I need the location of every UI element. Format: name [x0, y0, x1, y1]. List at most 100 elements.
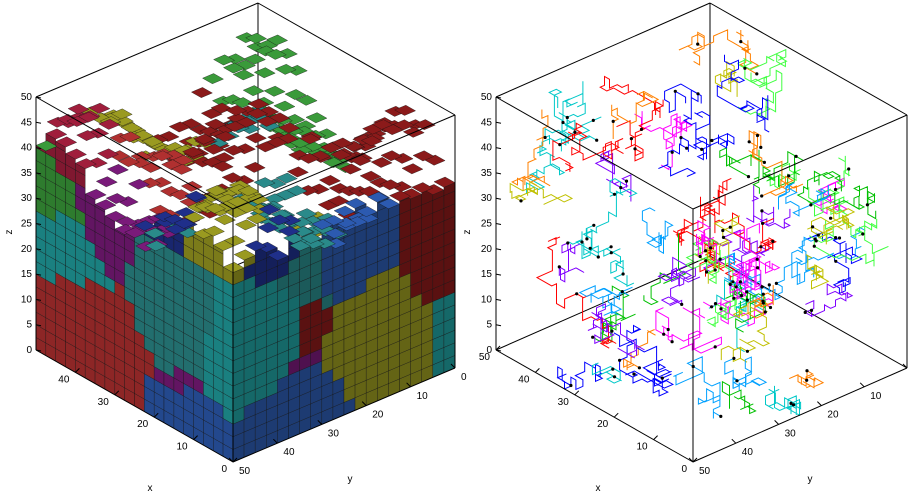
left-x-tick-label: 0	[221, 464, 227, 475]
junction-point	[673, 89, 677, 93]
left-y-tick-mark	[228, 457, 234, 463]
voxel-face	[256, 116, 278, 127]
left-z-tick-mark	[35, 298, 42, 301]
junction-point	[629, 137, 634, 141]
left-x-tick-label: 20	[137, 419, 149, 430]
path-line	[788, 369, 825, 389]
junction-point	[747, 140, 751, 144]
voxel-face	[235, 219, 257, 231]
junction-point	[787, 174, 791, 178]
voxel-face	[143, 227, 166, 239]
right-x-tick-label: 0	[681, 464, 687, 475]
voxel-face	[257, 222, 279, 234]
right-z-tick-mark	[495, 349, 502, 352]
voxel-face	[359, 170, 382, 182]
junction-point	[633, 147, 637, 151]
junction-point	[611, 119, 615, 123]
junction-point	[735, 379, 739, 383]
voxel-face	[389, 190, 411, 202]
junction-point	[721, 235, 726, 239]
junction-point	[837, 236, 842, 240]
voxel-face	[211, 161, 234, 172]
voxel-face	[268, 214, 291, 226]
left-y-tick-mark	[361, 401, 367, 406]
left-z-tick-mark	[35, 223, 42, 225]
junction-point	[610, 329, 614, 333]
voxel-face	[225, 105, 248, 116]
voxel-face	[305, 112, 328, 124]
voxel-face	[88, 102, 111, 114]
voxel-face	[344, 198, 367, 209]
path-line	[578, 285, 633, 316]
junction-point	[728, 282, 732, 286]
voxel-face	[411, 182, 434, 193]
junction-point	[865, 203, 870, 207]
junction-point	[738, 280, 743, 284]
voxel-face	[246, 213, 268, 224]
path-line	[729, 222, 762, 300]
voxel-face	[145, 240, 167, 252]
junction-point	[519, 199, 523, 203]
junction-point	[565, 115, 569, 120]
right-y-tick-label: 10	[870, 391, 882, 402]
junction-point	[833, 187, 838, 192]
path-line	[556, 361, 604, 391]
left-ticks: 0 5 10 15 20 25 30 35 40 45 50 0 10 20 30 40 0 10 20 30 40 50	[21, 92, 467, 477]
right-z-tick-label: 25	[481, 219, 493, 230]
voxel-face	[273, 100, 296, 112]
junction-point	[710, 305, 714, 309]
voxel-face	[76, 130, 98, 141]
left-y-tick-label: 40	[283, 447, 295, 458]
right-y-tick-mark	[731, 438, 737, 444]
voxel-face	[75, 158, 97, 169]
voxel-face	[287, 166, 309, 178]
right-z-tick-mark	[495, 197, 502, 200]
junction-point	[612, 375, 617, 379]
junction-point	[761, 221, 765, 225]
voxel-face	[258, 204, 281, 215]
voxel-face	[213, 54, 235, 66]
right-x-tick-mark	[495, 345, 501, 351]
voxel-face	[244, 53, 266, 65]
voxel-face	[278, 225, 300, 237]
junction-point	[761, 301, 765, 305]
right-z-tick-label: 20	[481, 244, 493, 255]
junction-point	[746, 175, 751, 179]
left-z-tick-mark	[35, 96, 42, 99]
left-z-tick-label: 40	[21, 143, 33, 154]
voxel-face	[322, 157, 345, 168]
voxel-face	[319, 175, 341, 186]
voxel-face	[263, 85, 286, 97]
right-y-tick-label: 40	[742, 447, 754, 458]
path-line	[526, 88, 597, 194]
right-z-tick-label: 15	[481, 269, 493, 280]
path-line	[721, 380, 757, 415]
voxel-face	[298, 153, 320, 164]
path-line	[748, 129, 804, 197]
path-line	[804, 283, 854, 318]
junction-point	[805, 369, 809, 373]
right-z-tick-label: 50	[481, 92, 493, 103]
voxel-face	[97, 148, 119, 160]
left-z-tick-mark	[35, 273, 42, 276]
left-edge-front-5	[35, 96, 234, 210]
right-edge-front-6	[692, 114, 908, 210]
junction-point	[580, 240, 584, 244]
junction-point	[816, 233, 820, 237]
voxel-face	[253, 177, 276, 188]
left-y-tick-mark	[406, 382, 411, 388]
right-x-tick-label: 50	[479, 352, 491, 363]
junction-point	[621, 272, 625, 276]
path-line	[714, 61, 738, 97]
voxel-face	[245, 132, 267, 144]
junction-point	[696, 42, 700, 46]
voxel-face	[361, 135, 383, 147]
right-z-tick-mark	[495, 121, 502, 124]
path-line	[591, 362, 622, 384]
path-line	[552, 122, 624, 172]
voxel-face	[204, 118, 227, 130]
junction-point	[592, 223, 596, 227]
junction-point	[700, 147, 704, 151]
junction-point	[771, 239, 775, 243]
